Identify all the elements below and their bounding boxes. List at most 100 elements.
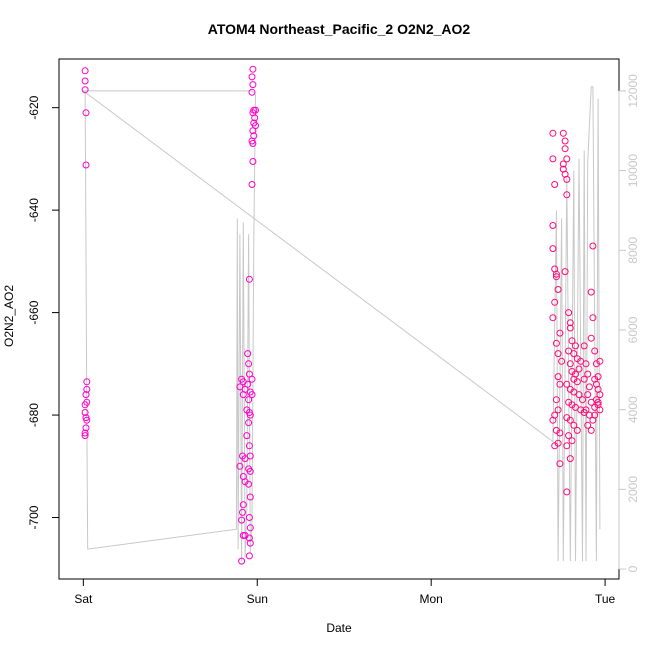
y2-tick-label: 2000	[626, 476, 640, 503]
data-point	[579, 396, 586, 404]
data-point	[246, 452, 254, 460]
data-point	[249, 140, 257, 147]
data-point	[570, 421, 578, 429]
data-point	[585, 411, 593, 419]
data-point	[563, 442, 571, 450]
data-point	[565, 309, 573, 317]
data-point	[568, 437, 576, 445]
data-point	[552, 270, 560, 278]
data-point	[83, 378, 91, 386]
data-point	[252, 106, 259, 114]
data-point	[244, 380, 252, 388]
data-point	[584, 370, 592, 378]
y-tick-label: -620	[27, 95, 41, 119]
data-point	[248, 88, 256, 96]
data-point	[584, 421, 592, 429]
data-points	[81, 65, 604, 565]
data-point	[239, 501, 247, 509]
series-line	[81, 86, 601, 562]
data-point	[245, 480, 253, 488]
chart-title: ATOM4 Northeast_Pacific_2 O2N2_AO2	[208, 21, 471, 37]
data-point	[591, 411, 599, 419]
x-tick-label: Tue	[595, 592, 616, 606]
data-point	[243, 432, 251, 440]
data-point	[81, 401, 89, 409]
data-point	[245, 419, 253, 427]
right-axis-series-line	[81, 86, 601, 562]
data-point	[245, 442, 253, 450]
data-point	[551, 442, 559, 450]
data-point	[549, 416, 557, 424]
data-point	[82, 424, 90, 432]
data-point	[239, 508, 246, 516]
data-point	[573, 378, 581, 386]
y2-tick-label: 4000	[626, 396, 640, 423]
data-point	[561, 137, 569, 145]
data-point	[249, 127, 257, 135]
data-point	[587, 426, 595, 434]
data-point	[587, 288, 595, 296]
data-point	[81, 432, 89, 440]
data-point	[565, 432, 573, 440]
data-point	[81, 67, 89, 75]
data-point	[81, 86, 89, 94]
data-point	[236, 462, 244, 470]
data-point	[580, 342, 588, 350]
data-point	[561, 145, 569, 153]
y2-tick-label: 10000	[626, 154, 640, 188]
y2-tick-label: 6000	[626, 316, 640, 343]
data-point	[575, 391, 583, 399]
data-point	[82, 161, 90, 169]
data-point	[246, 524, 254, 532]
data-point	[556, 329, 564, 337]
data-point	[596, 357, 604, 365]
data-point	[596, 391, 604, 399]
data-point	[246, 467, 254, 475]
data-point	[594, 398, 602, 406]
y-tick-label: -660	[27, 300, 41, 324]
data-point	[551, 181, 559, 188]
data-point	[248, 391, 256, 399]
data-point	[549, 222, 557, 229]
plot-frame	[58, 58, 620, 580]
y-axis-label: O2N2_AO2	[2, 285, 16, 347]
data-point	[81, 77, 89, 85]
data-point	[566, 416, 574, 424]
data-point	[591, 347, 599, 355]
data-point	[249, 81, 257, 89]
data-point	[552, 273, 560, 281]
data-point	[248, 181, 256, 188]
y-tick-label: -700	[27, 505, 41, 529]
data-point	[566, 455, 574, 463]
data-point	[549, 129, 557, 137]
data-point	[551, 298, 559, 306]
data-point	[575, 365, 583, 373]
data-point	[245, 275, 253, 283]
y-tick-label: -640	[27, 198, 41, 222]
data-point	[245, 514, 253, 521]
x-tick-label: Sat	[74, 592, 93, 606]
data-point	[582, 360, 590, 368]
data-point	[559, 160, 567, 168]
data-point	[563, 155, 571, 163]
x-tick-label: Sun	[247, 592, 268, 606]
data-point	[246, 493, 254, 501]
data-point	[563, 191, 571, 199]
data-point	[82, 109, 90, 117]
y2-tick-label: 0	[626, 565, 640, 572]
data-point	[587, 334, 595, 342]
data-point	[573, 426, 581, 434]
data-point	[244, 350, 252, 358]
data-point	[245, 552, 253, 560]
data-point	[559, 165, 567, 173]
data-point	[81, 409, 89, 416]
x-axis-label: Date	[326, 621, 352, 635]
data-point	[584, 391, 592, 399]
y2-tick-label: 8000	[626, 237, 640, 264]
data-point	[556, 460, 564, 468]
data-point	[566, 360, 574, 368]
data-point	[248, 375, 256, 383]
data-point	[239, 391, 247, 399]
data-point	[82, 391, 90, 399]
